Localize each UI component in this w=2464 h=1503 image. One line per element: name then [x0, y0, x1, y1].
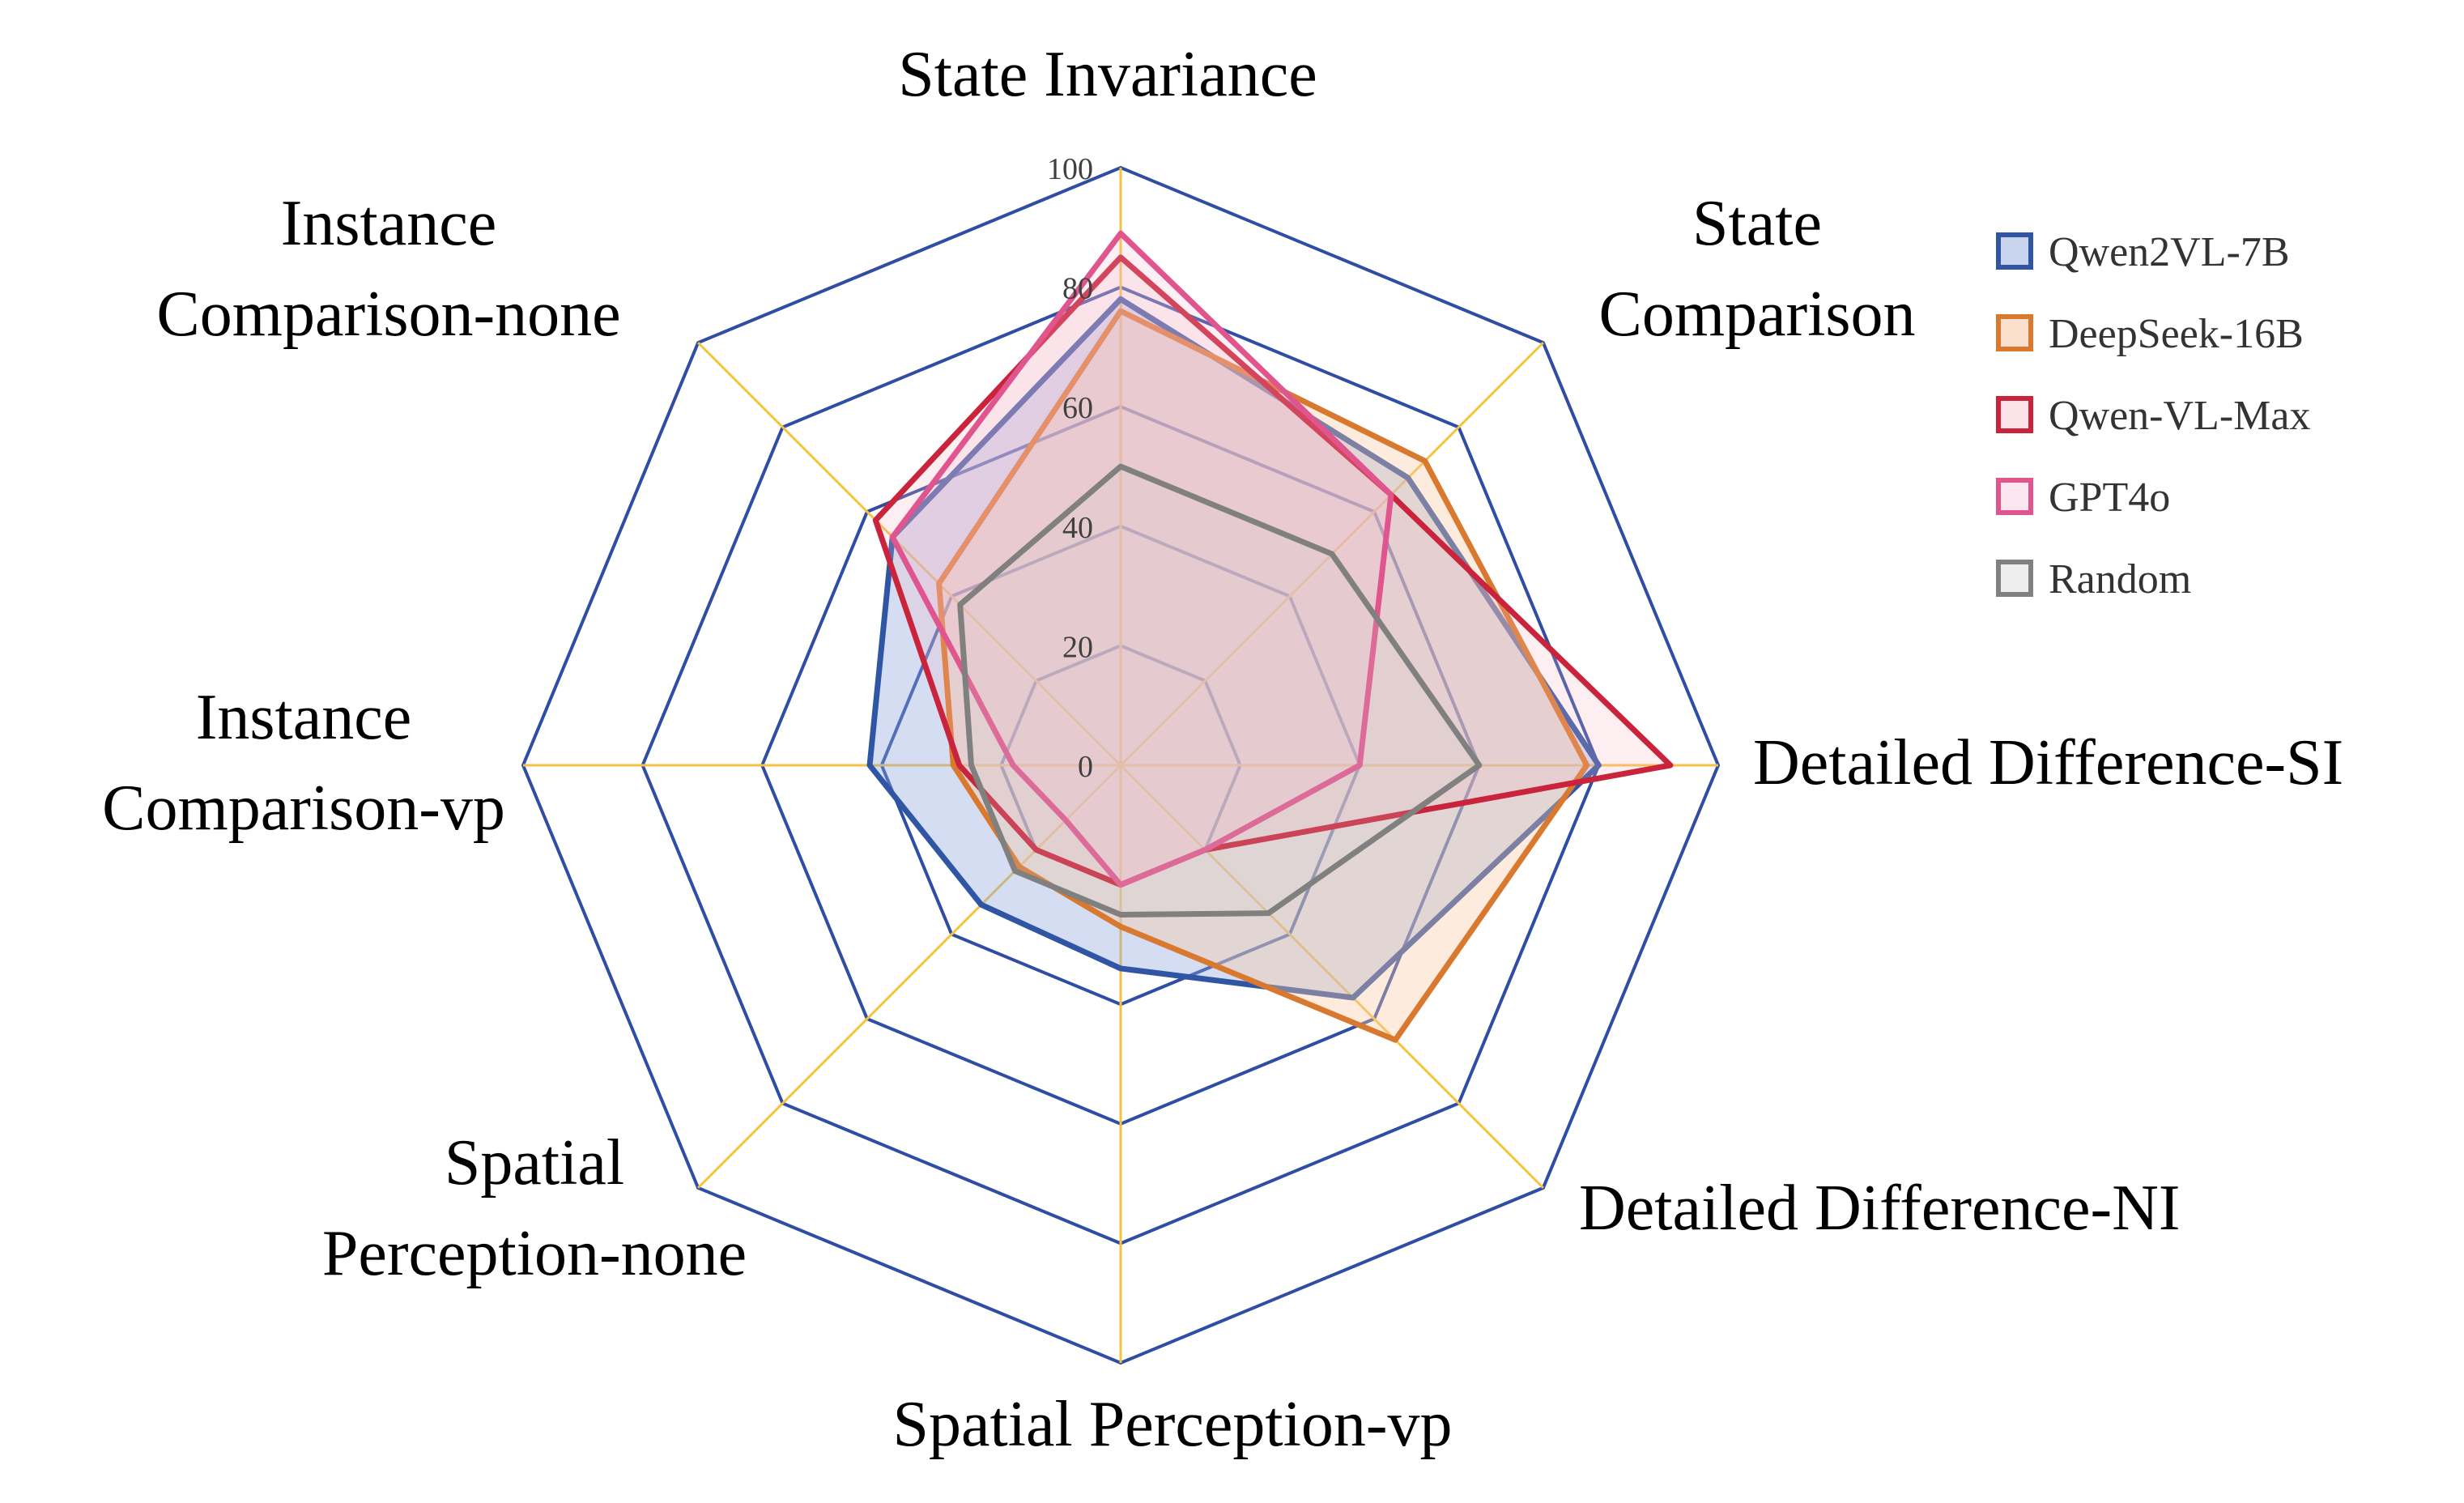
legend-label-0: Qwen2VL-7B [2049, 229, 2290, 275]
tick-label-100: 100 [1047, 152, 1093, 186]
legend-label-2: Qwen-VL-Max [2049, 393, 2310, 439]
tick-label-60: 60 [1062, 391, 1093, 425]
tick-label-40: 40 [1062, 511, 1093, 545]
legend-swatch-2 [1996, 396, 2033, 433]
legend-swatch-1 [1996, 314, 2033, 351]
legend-label-3: GPT4o [2049, 475, 2170, 521]
tick-label-20: 20 [1062, 630, 1093, 664]
axis-title-3-line-0: Detailed Difference-NI [1579, 1173, 2181, 1244]
tick-label-80: 80 [1062, 272, 1093, 306]
axis-spoke-7 [697, 342, 1122, 767]
legend-swatch-0 [1996, 232, 2033, 270]
axis-title-0-line-0: State Invariance [898, 39, 1317, 110]
axis-title-6-line-1: Comparison-vp [102, 773, 505, 844]
axis-title-1-line-1: Comparison [1598, 279, 1915, 350]
axis-title-7-line-0: Instance [281, 188, 497, 259]
series-random [957, 463, 1483, 918]
legend-label-1: DeepSeek-16B [2049, 311, 2304, 357]
axis-spoke-5 [697, 764, 1122, 1189]
axis-spoke-3 [1119, 764, 1544, 1189]
axis-title-5-line-1: Perception-none [322, 1218, 747, 1289]
legend: Qwen2VL-7B DeepSeek-16B Qwen-VL-Max GPT4o Ra… [1996, 229, 2310, 602]
tick-labels: 0 20 40 60 80 100 [1047, 152, 1093, 784]
axis-title-7-line-1: Comparison-none [156, 279, 620, 350]
tick-label-0: 0 [1078, 750, 1093, 784]
axis-title-4-line-0: Spatial Perception-vp [893, 1389, 1453, 1460]
axis-title-5-line-0: Spatial [445, 1127, 624, 1199]
series-gpt4o [889, 230, 1394, 888]
axis-title-1-line-0: State [1692, 188, 1822, 259]
legend-swatch-3 [1996, 478, 2033, 515]
legend-swatch-4 [1996, 560, 2033, 597]
series-layer [866, 230, 1674, 1043]
axis-title-2-line-0: Detailed Difference-SI [1753, 727, 2343, 798]
axis-titles: State Invariance State Comparison Detailed … [102, 39, 2343, 1460]
legend-label-4: Random [2049, 556, 2191, 602]
axis-title-6-line-0: Instance [196, 682, 412, 753]
